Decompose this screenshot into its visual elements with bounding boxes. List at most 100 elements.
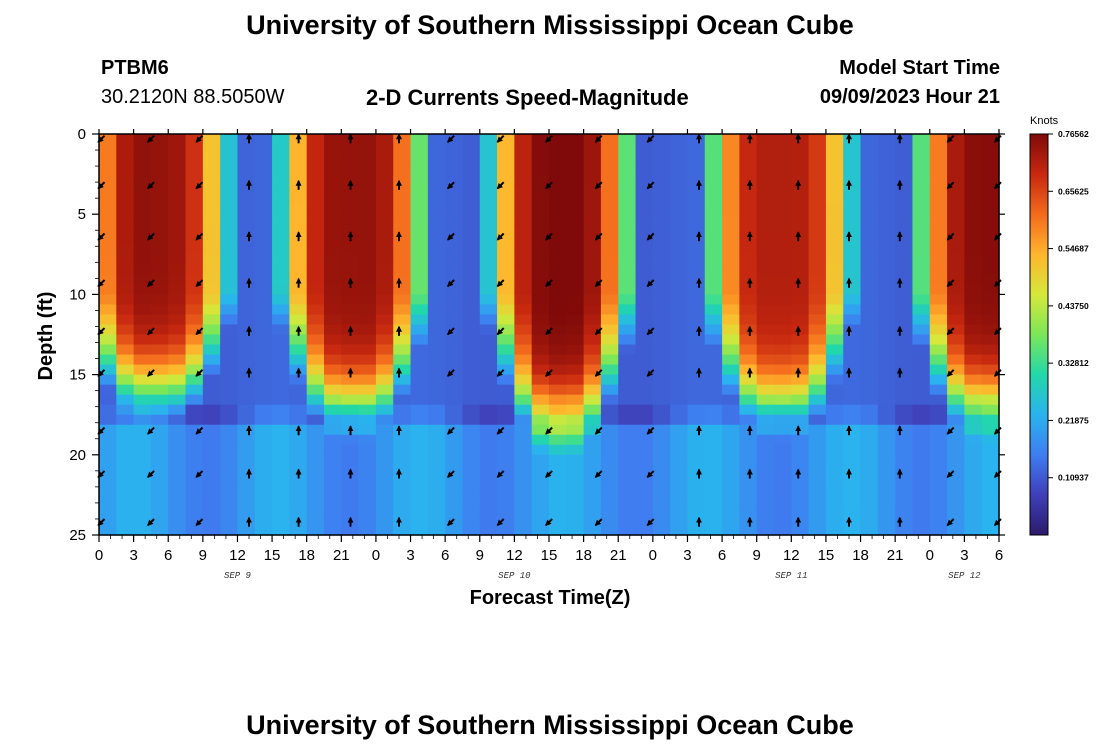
heatmap-cell	[133, 514, 152, 526]
heatmap-cell	[566, 474, 585, 486]
heatmap-cell	[670, 434, 689, 446]
heatmap-cell	[670, 394, 689, 406]
heatmap-cell	[895, 434, 914, 446]
heatmap-cell	[99, 494, 117, 506]
heatmap-cell	[185, 134, 204, 145]
heatmap-cell	[583, 304, 602, 316]
x-tick-label: 18	[575, 547, 592, 564]
current-arrow	[496, 426, 505, 435]
heatmap-cell	[116, 384, 135, 396]
heatmap-cell	[964, 454, 983, 466]
heatmap-cell	[202, 444, 221, 456]
heatmap-cell	[99, 434, 117, 446]
heatmap-cell	[808, 164, 827, 175]
current-arrow	[594, 426, 603, 435]
heatmap-cell	[254, 284, 273, 296]
heatmap-cell	[220, 154, 239, 165]
heatmap-cell	[791, 194, 810, 205]
heatmap-cell	[358, 364, 377, 376]
heatmap-cell	[375, 214, 394, 225]
heatmap-cell	[618, 394, 637, 406]
heatmap-cell	[427, 464, 446, 476]
heatmap-cell	[583, 354, 602, 366]
heatmap-cell	[358, 314, 377, 326]
heatmap-cell	[704, 354, 723, 366]
heatmap-cell	[600, 324, 619, 336]
heatmap-cell	[410, 194, 429, 205]
heatmap-cell	[237, 314, 256, 326]
heatmap-cell	[393, 364, 412, 376]
heatmap-cell	[549, 344, 567, 356]
heatmap-cell	[427, 414, 446, 426]
heatmap-cell	[254, 314, 273, 326]
heatmap-cell	[272, 344, 290, 356]
heatmap-cell	[774, 224, 792, 235]
heatmap-cell	[116, 464, 135, 476]
heatmap-cell	[289, 454, 308, 466]
heatmap-cell	[306, 224, 325, 235]
heatmap-cell	[375, 294, 394, 306]
heatmap-cell	[272, 364, 290, 376]
heatmap-cell	[947, 154, 965, 165]
heatmap-cell	[687, 234, 706, 245]
current-arrow	[447, 518, 455, 527]
heatmap-cell	[929, 354, 948, 366]
heatmap-cell	[635, 204, 654, 215]
heatmap-cell	[531, 444, 550, 456]
heatmap-cell	[324, 504, 342, 516]
heatmap-cell	[912, 214, 931, 225]
heatmap-cell	[168, 464, 187, 476]
heatmap-cell	[981, 404, 1000, 416]
heatmap-cell	[635, 364, 654, 376]
heatmap-cell	[825, 384, 844, 396]
x-tick-label: 15	[541, 547, 558, 564]
heatmap-cell	[289, 444, 308, 456]
heatmap-cell	[531, 454, 550, 466]
heatmap-cell	[964, 324, 983, 336]
heatmap-cell	[947, 174, 965, 185]
current-arrow	[545, 327, 553, 336]
heatmap-cell	[600, 374, 619, 386]
heatmap-cell	[929, 464, 948, 476]
current-arrow	[946, 134, 955, 143]
heatmap-cell	[237, 384, 256, 396]
heatmap-cell	[341, 524, 360, 536]
heatmap-cell	[981, 454, 1000, 466]
heatmap-cell	[514, 474, 533, 486]
heatmap-cell	[133, 274, 152, 285]
heatmap-cell	[618, 304, 637, 316]
heatmap-cell	[722, 314, 740, 326]
heatmap-cell	[583, 344, 602, 356]
heatmap-cell	[185, 514, 204, 526]
heatmap-cell	[150, 414, 169, 426]
heatmap-cell	[825, 464, 844, 476]
heatmap-cell	[877, 504, 896, 516]
heatmap-cell	[964, 314, 983, 326]
heatmap-cell	[306, 394, 325, 406]
heatmap-cell	[202, 274, 221, 285]
heatmap-cell	[687, 374, 706, 386]
heatmap-cell	[289, 484, 308, 496]
heatmap-cell	[929, 214, 948, 225]
heatmap-cell	[220, 194, 239, 205]
heatmap-cell	[739, 164, 758, 175]
heatmap-cell	[687, 434, 706, 446]
current-arrow	[993, 518, 1002, 527]
heatmap-cell	[583, 514, 602, 526]
heatmap-cell	[618, 154, 637, 165]
heatmap-cell	[272, 234, 290, 245]
heatmap-cell	[375, 524, 394, 536]
heatmap-cell	[756, 154, 775, 165]
heatmap-cell	[912, 154, 931, 165]
heatmap-cell	[254, 274, 273, 285]
heatmap-cell	[670, 424, 689, 436]
heatmap-cell	[687, 334, 706, 346]
heatmap-cell	[99, 254, 117, 265]
heatmap-cell	[99, 174, 117, 185]
heatmap-cell	[445, 144, 464, 155]
heatmap-cell	[895, 514, 914, 526]
heatmap-cell	[860, 494, 879, 506]
heatmap-cell	[237, 194, 256, 205]
heatmap-cell	[531, 184, 550, 195]
heatmap-cell	[635, 394, 654, 406]
